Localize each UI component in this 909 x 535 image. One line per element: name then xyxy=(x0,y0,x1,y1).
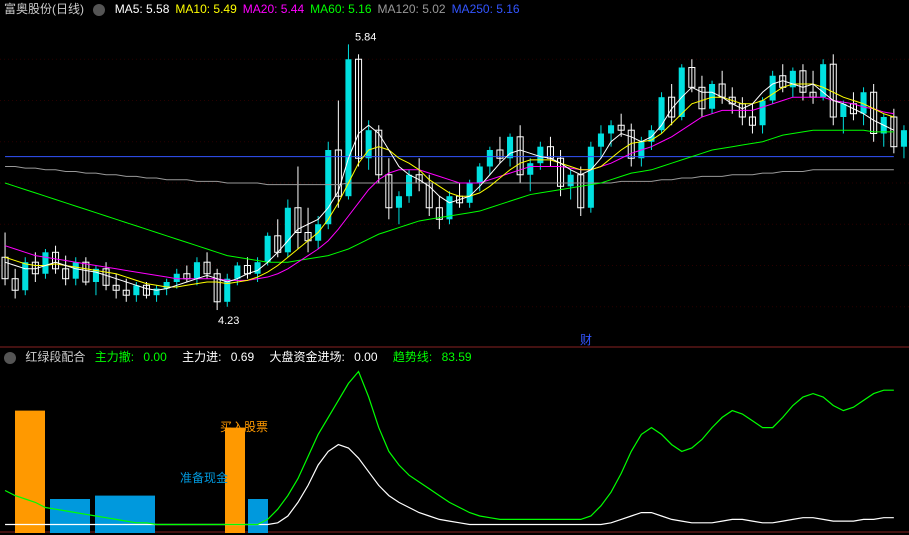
ma-label: MA10: 5.49 xyxy=(175,2,236,16)
indicator-value: 主力撤: 0.00 xyxy=(95,350,173,364)
stock-title: 富奥股份(日线) xyxy=(4,2,84,16)
indicator-value: 趋势线: 83.59 xyxy=(393,350,478,364)
ma-label: MA20: 5.44 xyxy=(243,2,304,16)
price-chart: 5.84 4.23 财 xyxy=(0,18,909,348)
svg-text:财: 财 xyxy=(580,333,592,347)
svg-text:4.23: 4.23 xyxy=(218,315,239,327)
indicator-chart: 买入股票准备现金 xyxy=(0,363,909,533)
svg-text:买入股票: 买入股票 xyxy=(220,420,268,434)
indicator-value: 大盘资金进场: 0.00 xyxy=(269,350,383,364)
svg-text:5.84: 5.84 xyxy=(355,31,376,43)
ma-label: MA250: 5.16 xyxy=(452,2,520,16)
ma-label: MA60: 5.16 xyxy=(310,2,371,16)
upper-header: 富奥股份(日线) MA5: 5.58 MA10: 5.49 MA20: 5.44 MA… xyxy=(0,0,526,18)
ma-label: MA120: 5.02 xyxy=(378,2,446,16)
ma-label: MA5: 5.58 xyxy=(115,2,170,16)
collapse-icon[interactable] xyxy=(93,4,105,16)
indicator-title: 红绿段配合 xyxy=(25,350,85,364)
indicator-value: 主力进: 0.69 xyxy=(182,350,260,364)
svg-text:准备现金: 准备现金 xyxy=(180,470,228,485)
